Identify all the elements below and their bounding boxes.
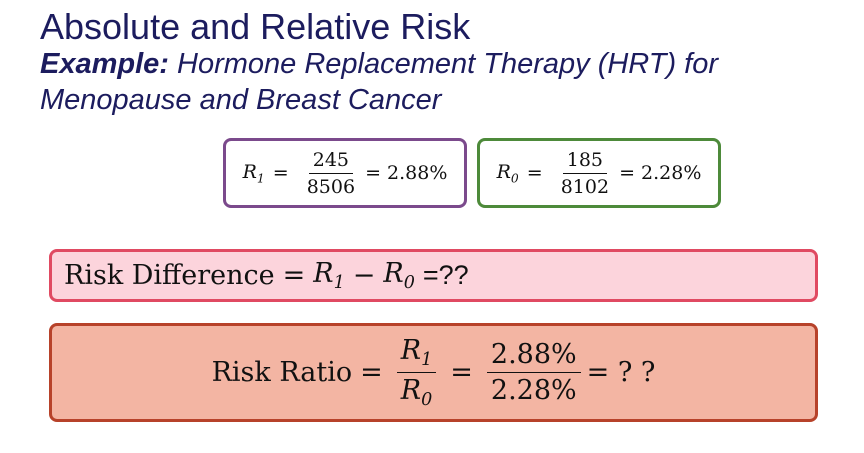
r0-equals: =: [526, 162, 543, 184]
risk-ratio-label: Risk Ratio: [211, 357, 353, 388]
r1-equals: =: [272, 162, 289, 184]
risk-difference-minus: −: [352, 259, 376, 291]
r1-fraction: 245 8506: [303, 149, 359, 198]
risk-difference-r1: R1: [313, 257, 345, 294]
subtitle-text: Hormone Replacement Therapy (HRT) for Me…: [40, 48, 718, 116]
r1-formula-box: R1 = 245 8506 = 2.88%: [223, 138, 467, 208]
slide-title: Absolute and Relative Risk: [40, 6, 471, 47]
risk-difference-label: Risk Difference: [64, 259, 275, 291]
r1-denominator: 8506: [306, 175, 356, 198]
r1-var: R1: [242, 160, 265, 186]
risk-ratio-value-fraction: 2.88% 2.28%: [486, 339, 581, 406]
risk-ratio-symbolic-fraction: R1 R0: [396, 335, 437, 411]
r0-numerator: 185: [562, 149, 608, 174]
risk-difference-box: Risk Difference = R1 − R0 =??: [49, 249, 818, 302]
r0-result: = 2.28%: [619, 162, 702, 184]
risk-ratio-numerator-value: 2.88%: [486, 339, 581, 373]
r0-formula-box: R0 = 185 8102 = 2.28%: [477, 138, 721, 208]
slide-subtitle: Example: Hormone Replacement Therapy (HR…: [40, 46, 840, 118]
risk-difference-equals: =: [282, 259, 306, 291]
r0-denominator: 8102: [560, 175, 610, 198]
risk-ratio-equals-2: =: [450, 357, 473, 388]
risk-difference-result: =??: [422, 259, 469, 290]
r1-numerator: 245: [308, 149, 354, 174]
subtitle-bold: Example:: [40, 48, 169, 80]
risk-ratio-numerator-var: R1: [396, 335, 437, 373]
risk-ratio-equals: =: [360, 357, 383, 388]
risk-difference-r0: R0: [383, 257, 415, 294]
r0-var: R0: [496, 160, 519, 186]
risk-ratio-box: Risk Ratio = R1 R0 = 2.88% 2.28% = ? ?: [49, 323, 818, 422]
risk-ratio-denominator-value: 2.28%: [490, 375, 577, 406]
risk-ratio-denominator-var: R0: [400, 375, 433, 411]
r0-fraction: 185 8102: [557, 149, 613, 198]
r1-result: = 2.88%: [365, 162, 448, 184]
risk-ratio-result: = ? ?: [586, 357, 656, 388]
